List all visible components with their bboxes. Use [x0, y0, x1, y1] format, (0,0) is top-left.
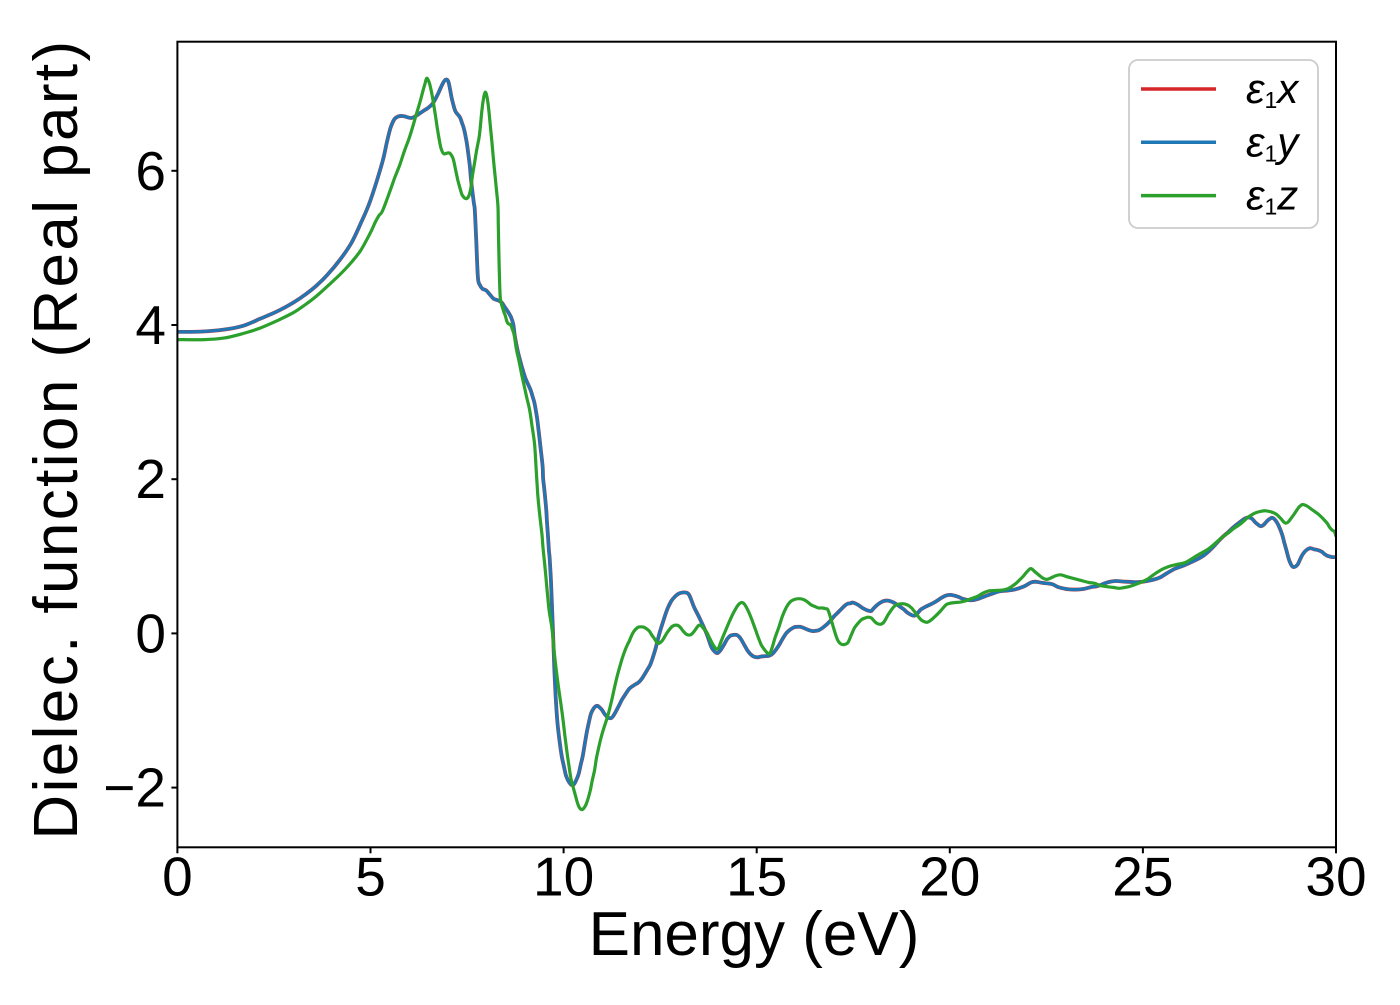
svg-text:−2: −2: [103, 757, 166, 819]
svg-text:Dielec. function (Real part): Dielec. function (Real part): [22, 38, 91, 839]
svg-text:ε1z: ε1z: [1246, 172, 1298, 220]
svg-text:ε1y: ε1y: [1246, 118, 1301, 166]
svg-text:0: 0: [162, 846, 193, 908]
svg-text:15: 15: [726, 846, 787, 908]
svg-text:20: 20: [919, 846, 980, 908]
svg-text:5: 5: [355, 846, 386, 908]
svg-text:25: 25: [1112, 846, 1173, 908]
svg-text:ε1x: ε1x: [1246, 65, 1300, 113]
svg-text:4: 4: [135, 294, 166, 356]
svg-text:10: 10: [533, 846, 594, 908]
svg-text:Energy (eV): Energy (eV): [589, 900, 920, 969]
svg-text:30: 30: [1305, 846, 1366, 908]
svg-text:2: 2: [135, 448, 166, 510]
svg-text:6: 6: [135, 140, 166, 202]
svg-text:0: 0: [135, 602, 166, 664]
